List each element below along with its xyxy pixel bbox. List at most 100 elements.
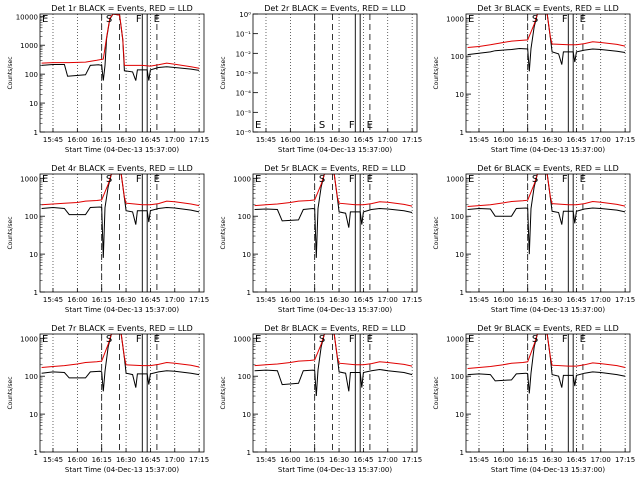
y-tick-label: 10: [29, 251, 38, 259]
x-tick-label: 17:15: [615, 136, 635, 144]
y-tick-label: 10⁻¹: [236, 31, 252, 39]
y-tick-label: 1000: [20, 335, 38, 343]
x-axis-label: Start Time (04-Dec-13 15:37:00): [278, 466, 392, 474]
x-tick-label: 16:45: [566, 136, 586, 144]
lld-series-line: [41, 174, 200, 207]
y-axis-label: Counts/sec: [7, 376, 14, 409]
x-tick-label: 16:30: [116, 136, 136, 144]
marker-label-f: F: [136, 334, 142, 345]
y-tick-label: 10: [242, 411, 251, 419]
y-tick-label: 10⁻⁶: [236, 129, 252, 137]
x-tick-label: 16:30: [116, 456, 136, 464]
x-tick-label: 15:45: [469, 456, 489, 464]
x-axis-label: Start Time (04-Dec-13 15:37:00): [65, 306, 179, 314]
x-tick-label: 15:45: [43, 296, 63, 304]
marker-label-e-end: E: [580, 334, 586, 345]
y-tick-label: 1: [247, 449, 251, 457]
marker-label-f: F: [562, 334, 568, 345]
marker-label-e-start: E: [255, 174, 261, 185]
x-tick-label: 17:00: [591, 456, 611, 464]
lld-series-line: [254, 174, 413, 207]
x-axis-label: Start Time (04-Dec-13 15:37:00): [278, 306, 392, 314]
marker-label-e-end: E: [154, 174, 160, 185]
y-tick-label: 100: [25, 373, 38, 381]
lld-series-line: [467, 14, 626, 48]
x-tick-label: 17:00: [378, 136, 398, 144]
y-tick-label: 10⁻⁴: [236, 90, 252, 98]
lld-series-line: [41, 14, 200, 69]
marker-label-f: F: [136, 174, 142, 185]
x-tick-label: 16:45: [140, 136, 160, 144]
lld-series-line: [41, 334, 200, 368]
x-tick-label: 16:00: [67, 456, 87, 464]
y-tick-label: 1000: [20, 175, 38, 183]
plot-frame: [252, 173, 418, 293]
y-axis-label: Counts/sec: [433, 216, 440, 249]
y-tick-label: 100: [25, 213, 38, 221]
lld-series-line: [467, 174, 626, 207]
y-tick-label: 1: [460, 289, 464, 297]
x-tick-label: 16:30: [116, 296, 136, 304]
x-tick-label: 16:15: [305, 136, 325, 144]
x-tick-label: 17:15: [402, 456, 422, 464]
x-tick-label: 17:00: [165, 296, 185, 304]
x-tick-label: 16:15: [92, 136, 112, 144]
x-tick-label: 16:15: [305, 456, 325, 464]
y-tick-label: 10: [455, 91, 464, 99]
x-tick-label: 16:00: [493, 136, 513, 144]
x-tick-label: 16:15: [92, 296, 112, 304]
plot-frame: [465, 333, 631, 453]
x-tick-label: 17:15: [189, 456, 209, 464]
y-tick-label: 100: [451, 213, 464, 221]
y-tick-label: 10⁻⁵: [236, 109, 252, 117]
x-tick-label: 16:45: [353, 296, 373, 304]
y-axis-label: Counts/sec: [220, 216, 227, 249]
y-tick-label: 1000: [20, 42, 38, 50]
marker-label-f: F: [562, 14, 568, 25]
panel-title: Det 3r BLACK = Events, RED = LLD: [477, 4, 619, 13]
x-tick-label: 17:15: [189, 136, 209, 144]
x-tick-label: 16:45: [566, 296, 586, 304]
marker-label-e-end: E: [154, 14, 160, 25]
x-tick-label: 16:30: [542, 296, 562, 304]
lld-series-line: [254, 334, 413, 367]
marker-label-s: S: [106, 334, 112, 345]
x-axis-label: Start Time (04-Dec-13 15:37:00): [65, 146, 179, 154]
x-tick-label: 15:45: [256, 456, 276, 464]
x-tick-label: 16:00: [493, 296, 513, 304]
x-tick-label: 17:15: [402, 136, 422, 144]
x-tick-label: 16:30: [329, 456, 349, 464]
x-tick-label: 16:15: [518, 456, 538, 464]
x-tick-label: 16:15: [518, 296, 538, 304]
x-tick-label: 16:30: [542, 456, 562, 464]
x-tick-label: 17:00: [378, 456, 398, 464]
y-tick-label: 100: [238, 373, 251, 381]
x-tick-label: 16:45: [140, 456, 160, 464]
y-tick-label: 1000: [446, 15, 464, 23]
y-axis-label: Counts/sec: [220, 56, 227, 89]
marker-label-f: F: [136, 14, 142, 25]
marker-label-s: S: [106, 174, 112, 185]
x-tick-label: 16:45: [353, 456, 373, 464]
x-tick-label: 17:15: [615, 456, 635, 464]
panel-title: Det 2r BLACK = Events, RED = LLD: [264, 4, 406, 13]
x-tick-label: 15:45: [469, 296, 489, 304]
y-tick-label: 1000: [446, 175, 464, 183]
y-axis-label: Counts/sec: [7, 216, 14, 249]
y-tick-label: 1: [34, 449, 38, 457]
marker-label-e-start: E: [468, 174, 474, 185]
panel-title: Det 8r BLACK = Events, RED = LLD: [264, 324, 406, 333]
marker-label-e-end: E: [367, 120, 373, 131]
x-tick-label: 16:00: [67, 296, 87, 304]
marker-label-e-start: E: [468, 14, 474, 25]
y-axis-label: Counts/sec: [433, 56, 440, 89]
y-tick-label: 10: [29, 100, 38, 108]
panel-title: Det 9r BLACK = Events, RED = LLD: [477, 324, 619, 333]
marker-label-e-start: E: [255, 120, 261, 131]
events-series-line: [467, 174, 626, 255]
